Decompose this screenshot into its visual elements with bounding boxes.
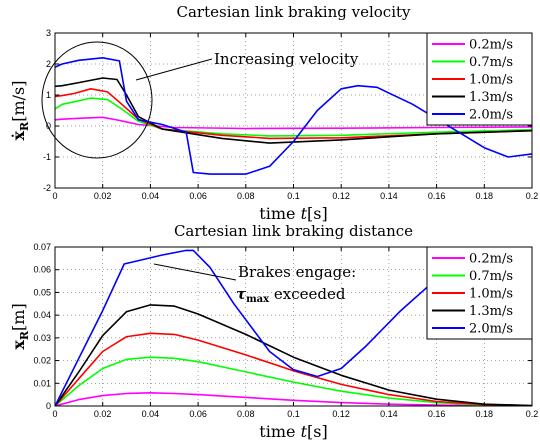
chart-title: Cartesian link braking distance [174, 222, 413, 240]
x-tick-label: 0.08 [237, 409, 255, 419]
x-tick-label: 0 [52, 191, 57, 201]
legend-label: 2.0m/s [469, 322, 513, 337]
tau-symbol: τ [236, 285, 247, 303]
x-tick-label: 0.18 [476, 191, 494, 201]
x-tick-label: 0.06 [189, 409, 207, 419]
y-tick-label: 1 [46, 90, 51, 100]
x-tick-label: 0.08 [237, 191, 255, 201]
x-axis-label-prefix: time [259, 204, 300, 223]
legend: 0.2m/s 0.7m/s 1.0m/s 1.3m/s 2.0m/s [426, 32, 533, 126]
x-tick-label: 0.14 [380, 409, 398, 419]
y-tick-label: 0.02 [33, 356, 51, 366]
series-line-0.2m/s [55, 116, 532, 130]
x-tick-label: 0.04 [142, 409, 160, 419]
velocity-highlight-ellipse [41, 41, 153, 159]
series-line-1.3m/s [55, 77, 532, 144]
x-tick-label: 0.16 [428, 191, 446, 201]
series-line-2.0m/s [55, 57, 532, 175]
x-tick-label: 0.04 [142, 191, 160, 201]
y-tick-label: -2 [43, 183, 51, 193]
y-tick-label: 0.06 [33, 265, 51, 275]
annotation-exceeded: exceeded [269, 285, 346, 303]
series-line-0.7m/s [55, 356, 532, 406]
x-axis-label-unit: [s] [307, 204, 328, 223]
y-axis-label-sub: R [18, 330, 31, 340]
y-tick-label: -1 [43, 152, 51, 162]
y-axis-label-unit: [m] [9, 303, 28, 331]
series-line-1.0m/s [55, 332, 532, 406]
y-tick-label: 0.04 [33, 310, 51, 320]
x-tick-label: 0.18 [476, 409, 494, 419]
y-axis-label-unit: [m/s] [9, 81, 28, 122]
chart-title: Cartesian link braking velocity [177, 3, 412, 21]
chart-0: 0 0.02 0.04 0.06 0.08 0.1 0.12 0.14 0.16 0.18 0.2 -… [9, 3, 538, 223]
x-tick-label: 0.06 [189, 191, 207, 201]
series-line-1.3m/s [55, 304, 532, 406]
legend-label: 0.7m/s [469, 55, 513, 70]
x-tick-label: 0 [52, 409, 57, 419]
x-tick-label: 0.12 [332, 191, 350, 201]
y-tick-label: 0 [46, 401, 51, 411]
y-tick-label: 0.07 [33, 242, 51, 252]
x-tick-label: 0.02 [94, 191, 112, 201]
x-axis-label: time t[s] [259, 204, 327, 223]
y-tick-label: 2 [46, 59, 51, 69]
y-tick-label: 3 [46, 28, 51, 38]
legend-label: 1.0m/s [469, 73, 513, 88]
legend-label: 0.2m/s [469, 38, 513, 53]
x-tick-label: 0.2 [526, 191, 539, 201]
x-tick-label: 0.14 [380, 191, 398, 201]
chart-1: 0 0.02 0.04 0.06 0.08 0.1 0.12 0.14 0.16 0.18 0.2 0… [9, 222, 538, 441]
y-axis-label-main: ẋ [9, 130, 28, 140]
series-line-0.7m/s [55, 97, 532, 137]
legend-label: 0.7m/s [469, 269, 513, 284]
legend-label: 1.3m/s [469, 90, 513, 105]
legend-label: 2.0m/s [469, 108, 513, 123]
y-tick-label: 0.01 [33, 378, 51, 388]
annotation-tau-max: τmax exceeded [236, 285, 346, 305]
legend-label: 1.0m/s [469, 287, 513, 302]
x-tick-label: 0.02 [94, 409, 112, 419]
legend-label: 1.3m/s [469, 304, 513, 319]
x-axis-label-prefix: time [259, 422, 300, 441]
y-tick-label: 0.03 [33, 333, 51, 343]
y-axis-label-main: x [9, 340, 28, 350]
legend-label: 0.2m/s [469, 252, 513, 267]
series-line-0.2m/s [55, 392, 532, 406]
x-axis-label-var: t [301, 422, 308, 441]
y-axis-label-sub: R [18, 121, 31, 131]
x-tick-label: 0.2 [526, 409, 539, 419]
x-axis-label-unit: [s] [307, 422, 328, 441]
annotation-brakes-engage: Brakes engage: [238, 263, 356, 281]
x-tick-label: 0.12 [332, 409, 350, 419]
y-axis-label: xR[m] [9, 303, 31, 349]
y-tick-label: 0 [46, 121, 51, 131]
x-tick-label: 0.16 [428, 409, 446, 419]
x-tick-label: 0.1 [287, 409, 300, 419]
tau-subscript: max [246, 294, 270, 305]
x-axis-label-var: t [301, 204, 308, 223]
x-tick-label: 0.1 [287, 191, 300, 201]
annotation-pointer-line [153, 263, 237, 281]
x-axis-label: time t[s] [259, 422, 327, 441]
y-axis-label: ẋR[m/s] [9, 81, 31, 141]
annotation-increasing-velocity: Increasing velocity [214, 50, 359, 68]
y-tick-label: 0.05 [33, 287, 51, 297]
annotation-pointer-line [135, 58, 213, 81]
legend: 0.2m/s 0.7m/s 1.0m/s 1.3m/s 2.0m/s [426, 246, 533, 340]
